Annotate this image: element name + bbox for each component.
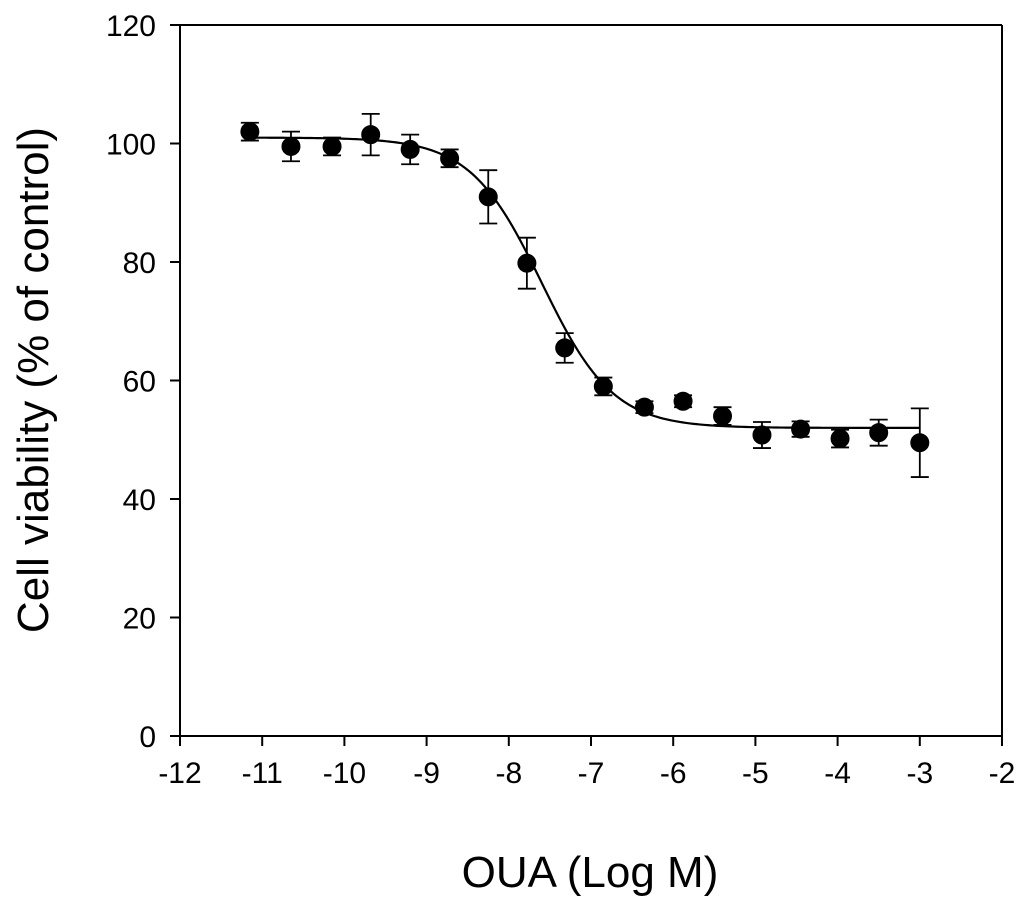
y-axis-title: Cell viability (% of control) [9, 127, 58, 633]
data-point [240, 122, 260, 142]
data-point [593, 376, 613, 396]
data-point [400, 139, 420, 159]
x-tick-label: -6 [660, 757, 687, 790]
data-point [478, 187, 498, 207]
y-tick-label: 100 [106, 129, 156, 162]
data-point [555, 338, 575, 358]
data-point [440, 148, 460, 168]
x-axis-title: OUA (Log M) [462, 848, 719, 897]
y-tick-label: 40 [123, 484, 156, 517]
x-tick-label: -8 [495, 757, 522, 790]
y-tick-label: 120 [106, 10, 156, 43]
data-point [634, 397, 654, 417]
x-tick-label: -7 [578, 757, 605, 790]
data-point [322, 136, 342, 156]
data-point [281, 136, 301, 156]
fit-curve [249, 136, 920, 429]
x-tick-label: -11 [242, 757, 283, 790]
x-tick-label: -3 [906, 757, 933, 790]
data-point [713, 406, 733, 426]
y-tick-label: 0 [139, 721, 156, 754]
x-tick-label: -10 [323, 757, 366, 790]
data-point [517, 253, 537, 273]
data-point [752, 425, 772, 445]
x-tick-label: -2 [989, 757, 1016, 790]
data-point [830, 429, 850, 449]
data-points [240, 112, 930, 478]
x-axis-ticks: -12 -11 -10 -9 -8 -7 -6 -5 -4 -3 -2 [158, 736, 1015, 790]
x-tick-label: -9 [413, 757, 440, 790]
data-point [361, 125, 381, 145]
y-tick-label: 60 [123, 366, 156, 399]
data-point [869, 423, 889, 443]
y-axis-ticks: 0 20 40 60 80 100 120 [106, 10, 180, 754]
x-tick-label: -12 [158, 757, 201, 790]
y-tick-label: 20 [123, 603, 156, 636]
data-point [910, 433, 930, 453]
data-point [673, 391, 693, 411]
x-tick-label: -5 [742, 757, 769, 790]
data-point [791, 419, 811, 439]
x-tick-label: -4 [824, 757, 851, 790]
y-tick-label: 80 [123, 247, 156, 280]
